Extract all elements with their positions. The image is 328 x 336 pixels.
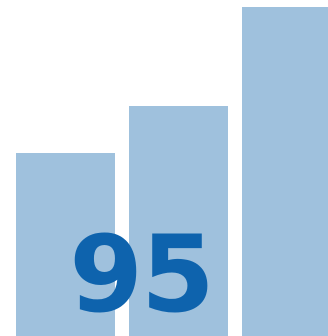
bar-short (16, 153, 115, 336)
bar-medium (129, 106, 228, 336)
score-number: 95 (69, 213, 215, 336)
bar-tall (242, 7, 328, 336)
